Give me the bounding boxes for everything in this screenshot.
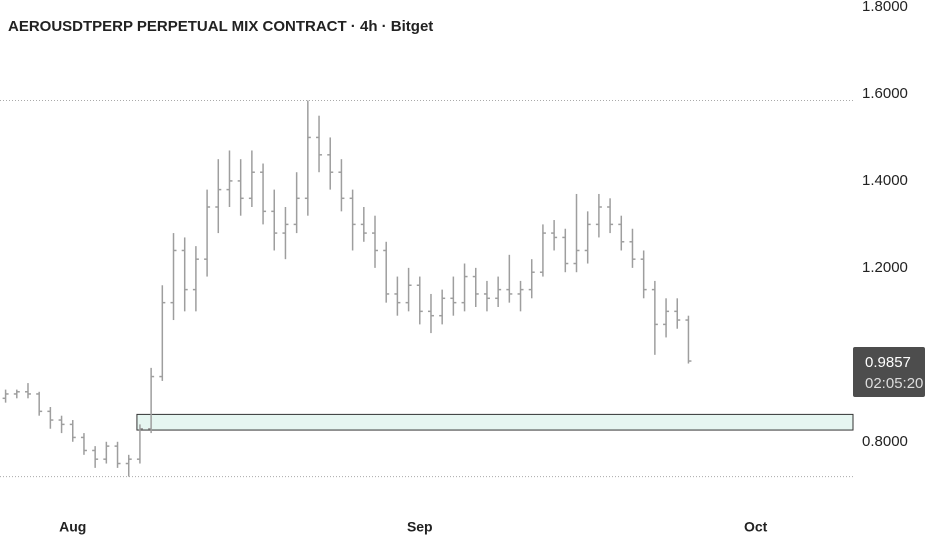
y-tick-label: 1.8000 [862, 0, 908, 15]
y-tick-label: 0.8000 [862, 433, 908, 450]
x-tick-label: Oct [744, 519, 768, 535]
price-box [853, 347, 925, 398]
countdown: 02:05:20 [865, 375, 923, 392]
chart-title: AEROUSDTPERP PERPETUAL MIX CONTRACT · 4h… [8, 18, 433, 35]
x-tick-label: Aug [59, 519, 86, 535]
zone [136, 413, 854, 431]
y-tick-label: 1.4000 [862, 172, 908, 189]
last-price: 0.9857 [865, 354, 911, 371]
x-tick-label: Sep [407, 519, 433, 535]
y-tick-label: 1.6000 [862, 85, 908, 102]
y-tick-label: 1.2000 [862, 259, 908, 276]
